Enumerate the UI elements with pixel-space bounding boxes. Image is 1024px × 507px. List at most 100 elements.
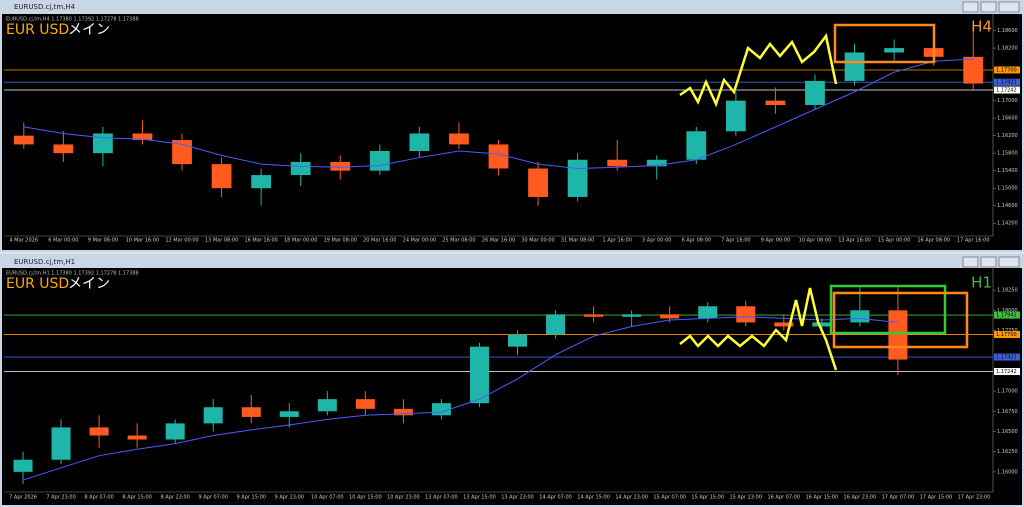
y-tick-label: 1.16750 [997,409,1018,415]
x-tick-label: 10 Apr 08:00 [799,238,832,244]
y-tick-label: 1.14600 [997,203,1018,209]
candle-body [53,144,74,154]
price-level-label: 1.17941 [996,313,1017,319]
y-tick-label: 1.18250 [997,288,1018,294]
x-tick-label: 13 Apr 07:00 [425,495,458,501]
candle-body [508,334,528,347]
candle-body [884,48,904,53]
candle-body [251,175,272,189]
candle-body [393,408,413,416]
x-tick-label: 13 Mar 08:00 [205,238,238,244]
y-tick-label: 1.16250 [997,449,1018,455]
window-title: EURUSD.cj,tm,H4 [14,3,76,11]
x-tick-label: 20 Mar 16:00 [363,238,396,244]
x-tick-label: 7 Apr 16:00 [721,238,750,244]
x-tick-label: 3 Apr 00:00 [642,238,671,244]
candle-body [127,435,147,440]
x-tick-label: 16 Apr 23:00 [844,495,877,501]
candle-body [646,159,667,167]
candle-body [13,459,33,472]
candle-body [607,159,628,167]
candle-body [165,423,185,440]
candle-body [844,52,865,81]
x-tick-label: 16 Apr 08:00 [917,238,950,244]
close-button[interactable] [998,256,1020,268]
candle-body [355,399,375,409]
candle-body [211,164,232,189]
x-tick-label: 10 Mar 16:00 [126,238,159,244]
candle-body [622,314,642,317]
candle-body [812,322,832,327]
maximize-button[interactable] [980,256,997,268]
candle-body [584,314,604,317]
candle-body [888,310,908,360]
candle-body [203,407,223,424]
x-tick-label: 14 Apr 15:00 [577,495,610,501]
y-tick-label: 1.16200 [997,133,1018,139]
y-tick-label: 1.16000 [997,469,1018,475]
x-tick-label: 25 Mar 08:00 [442,238,475,244]
candle-body [93,133,113,154]
zigzag-annotation [679,287,838,371]
x-tick-label: 24 Mar 00:00 [403,238,436,244]
y-tick-label: 1.15800 [997,151,1018,157]
window-title: EURUSD.cj,tm,H1 [14,258,75,266]
chart-label: メイン [68,22,110,38]
price-level-label: 1.17242 [996,88,1017,94]
minimize-button[interactable] [962,256,979,268]
x-tick-label: 26 Mar 16:00 [482,238,515,244]
x-tick-label: 4 Mar 2026 [10,238,39,244]
moving-average [22,316,898,481]
candle-body [431,403,451,416]
x-tick-label: 17 Apr 16:00 [957,238,990,244]
x-tick-label: 9 Apr 07:00 [199,495,228,501]
zigzag-annotation [679,33,838,108]
price-level-tag [994,331,1020,339]
x-tick-label: 14 Apr 07:00 [539,495,572,501]
maximize-button[interactable] [980,1,997,13]
x-tick-label: 13 Apr 16:00 [838,238,871,244]
x-tick-label: 6 Mar 00:00 [48,238,78,244]
symbol-label: EUR USD [6,276,69,292]
x-tick-label: 17 Apr 15:00 [920,495,953,501]
x-tick-label: 12 Mar 00:00 [165,238,198,244]
x-tick-label: 10 Apr 23:00 [387,495,420,501]
candle-body [449,133,469,145]
candle-body [279,411,299,417]
x-tick-label: 31 Mar 08:00 [561,238,594,244]
chart-info: EURUSD.cj,tm,H4 1.17380 1.17392 1.17278 … [6,17,139,23]
x-tick-label: 13 Apr 15:00 [463,495,496,501]
y-tick-label: 1.17000 [997,98,1018,104]
x-tick-label: 16 Apr 07:00 [767,495,800,501]
candle-body [369,150,390,171]
y-tick-label: 1.16500 [997,429,1018,435]
price-level-tag [994,86,1020,94]
x-tick-label: 9 Mar 08:00 [88,238,118,244]
x-tick-label: 9 Apr 00:00 [761,238,790,244]
price-level-tag [994,368,1020,376]
x-tick-label: 1 Apr 16:00 [602,238,631,244]
candle-body [469,346,489,404]
x-tick-label: 18 Mar 00:00 [284,238,317,244]
zone-box [832,291,969,349]
x-tick-label: 30 Mar 00:00 [521,238,554,244]
candle-body [850,310,870,323]
minimize-button[interactable] [962,1,979,13]
close-button[interactable] [998,1,1020,13]
window-buttons [962,1,1020,268]
moving-average [23,58,974,170]
symbol-label: EUR USD [6,22,69,38]
x-tick-label: 7 Apr 23:00 [46,495,75,501]
price-level-tag [994,78,1020,86]
candle-body [774,322,794,327]
y-tick-label: 1.18600 [997,28,1018,34]
candle-body [132,133,153,141]
zone-box [833,23,936,64]
x-tick-label: 6 Apr 08:00 [682,238,711,244]
x-tick-label: 10 Apr 07:00 [311,495,344,501]
candle-body [805,80,825,106]
candle-body [330,161,351,171]
chart-area [2,268,1022,505]
